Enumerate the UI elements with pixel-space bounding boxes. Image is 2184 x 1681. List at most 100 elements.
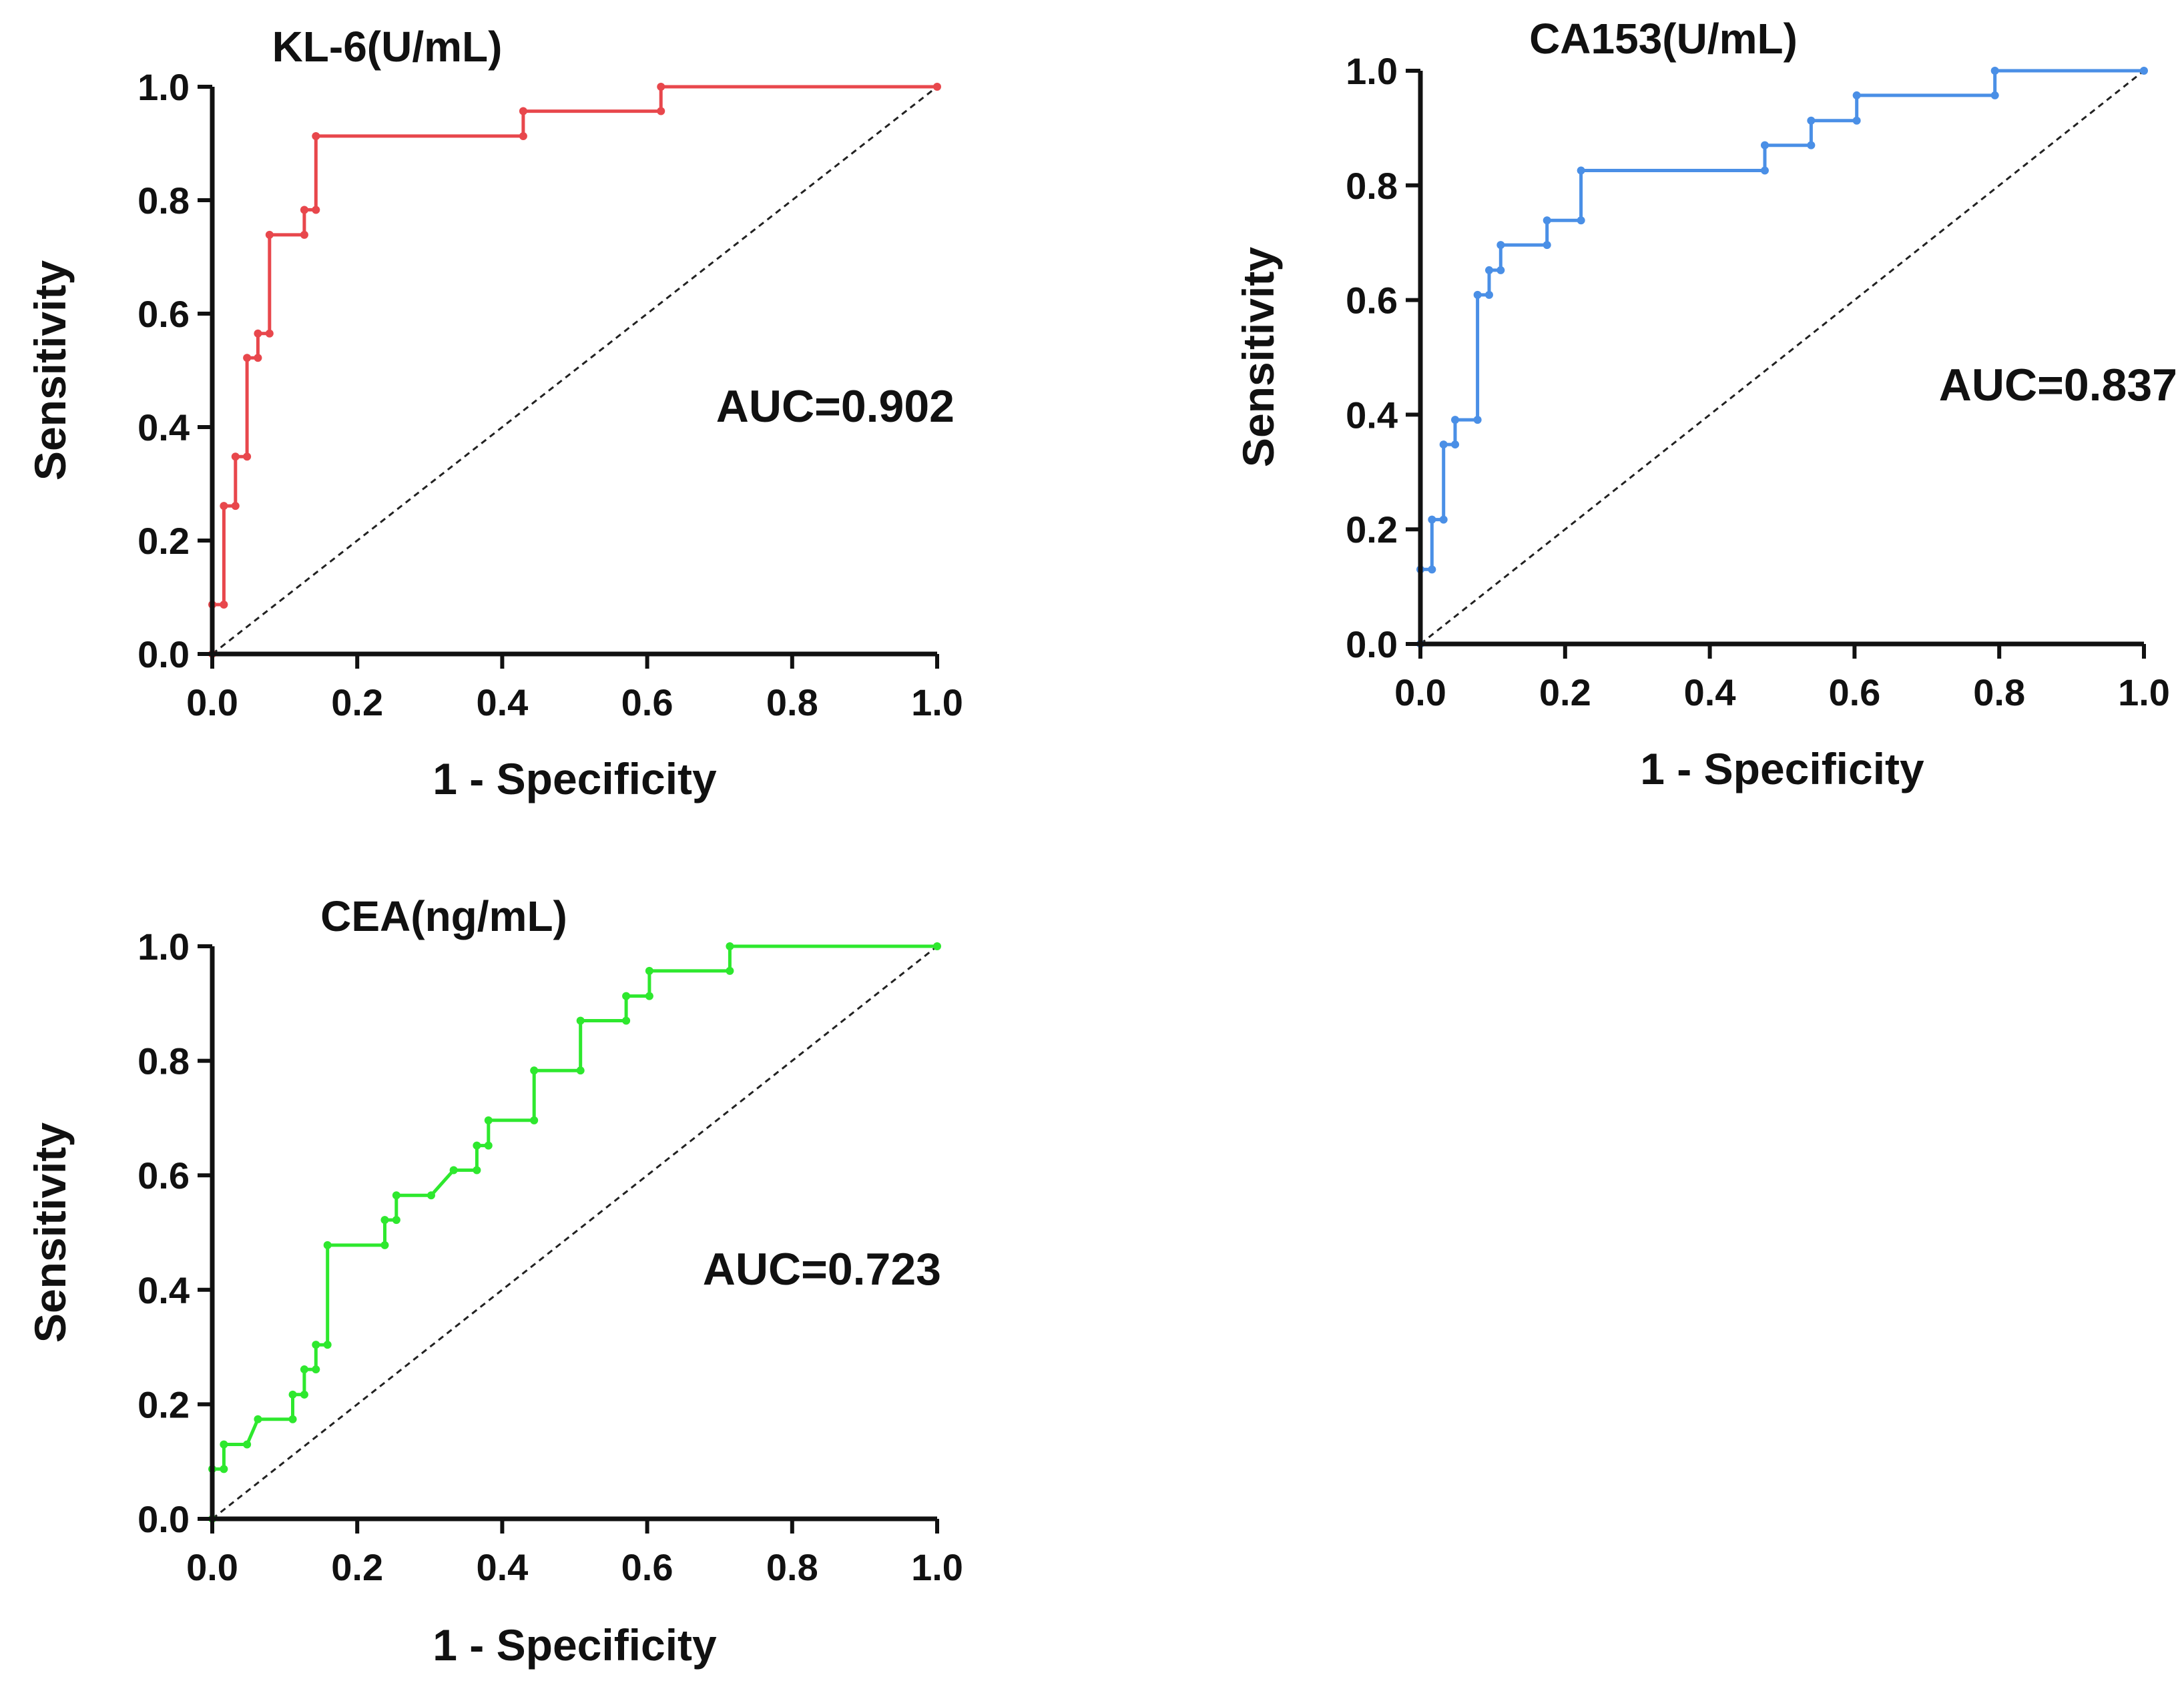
roc-point — [645, 966, 653, 975]
roc-series-group — [208, 942, 941, 1523]
roc-panel-kl6: KL-6(U/mL) 0.0 0.2 0.4 0.6 0.8 1.00.00.20.40.… — [25, 23, 963, 803]
roc-point — [657, 83, 665, 91]
x-tick-label: 0.6 — [621, 681, 673, 723]
roc-point — [265, 329, 274, 338]
y-tick-label: 0.0 — [1346, 623, 1398, 665]
roc-point — [645, 992, 653, 1000]
axis-ticks: 0.0 0.2 0.4 0.6 0.8 1.0 0.0 0.2 0.4 0.6 0.8 1.0 — [138, 926, 963, 1588]
roc-point — [473, 1166, 481, 1174]
roc-point — [1451, 440, 1460, 449]
roc-panel-cea: CEA(ng/mL) 0.0 0.2 0.4 0.6 0.8 1.00.00.20.40.… — [25, 892, 963, 1670]
roc-point — [312, 206, 320, 214]
roc-point — [231, 452, 240, 461]
roc-point — [1428, 515, 1436, 524]
roc-point — [473, 1141, 481, 1150]
roc-point — [300, 206, 308, 214]
roc-point — [1990, 67, 1999, 75]
y-tick-label: 0.6 — [138, 293, 190, 335]
y-axis-label: Sensitivity — [1234, 247, 1283, 467]
x-tick-label: 0.4 — [476, 681, 528, 723]
roc-point — [1807, 141, 1816, 149]
y-tick-label: 0.2 — [138, 1383, 190, 1425]
roc-point — [622, 1016, 631, 1025]
x-tick-label: 0.6 — [1828, 671, 1880, 713]
reference-diagonal-group — [212, 945, 938, 1520]
roc-point — [392, 1191, 400, 1200]
roc-point — [288, 1390, 297, 1399]
roc-point — [231, 502, 240, 511]
y-tick-label: 0.4 — [138, 1269, 190, 1311]
x-tick-label: 1.0 — [911, 681, 963, 723]
y-tick-label: 0.2 — [1346, 509, 1398, 551]
roc-point — [449, 1166, 458, 1174]
chart-title: CEA(ng/mL) — [320, 892, 567, 940]
roc-point — [288, 1415, 297, 1423]
roc-point — [2140, 67, 2148, 75]
y-tick-label: 1.0 — [1346, 50, 1398, 92]
roc-point — [1807, 116, 1816, 125]
y-tick-label: 0.4 — [138, 406, 190, 448]
x-tick-label: 0.0 — [186, 681, 238, 723]
roc-point — [312, 131, 320, 140]
roc-point — [1852, 91, 1861, 99]
auc-label: AUC=0.902 — [716, 381, 954, 432]
roc-point — [312, 1365, 320, 1374]
y-tick-label: 0.6 — [1346, 280, 1398, 322]
axis-ticks: 0.0 0.2 0.4 0.6 0.8 1.0 0.0 0.2 0.4 0.6 0.8 1.0 — [1346, 50, 2170, 713]
roc-panel-ca153: CA153(U/mL) 0.0 0.2 0.4 0.6 0.8 1.00.00.20.40… — [1234, 15, 2177, 793]
roc-point — [1577, 166, 1585, 175]
roc-point — [1484, 290, 1493, 299]
x-tick-label: 0.6 — [621, 1546, 673, 1588]
roc-point — [300, 1390, 308, 1399]
y-tick-label: 1.0 — [138, 66, 190, 108]
roc-point — [1428, 565, 1436, 574]
x-tick-label: 0.2 — [1539, 671, 1591, 713]
y-tick-label: 0.2 — [138, 520, 190, 562]
roc-point — [1484, 266, 1493, 274]
roc-point — [243, 452, 252, 461]
roc-point — [300, 1365, 308, 1374]
roc-point — [220, 502, 228, 511]
x-axis-label: 1 - Specificity — [433, 1620, 717, 1670]
roc-point — [380, 1241, 389, 1249]
roc-point — [933, 83, 941, 91]
roc-point — [622, 992, 631, 1000]
x-tick-label: 0.2 — [331, 1546, 383, 1588]
roc-point — [254, 354, 262, 362]
roc-point — [220, 1465, 228, 1473]
auc-label: AUC=0.837 — [1939, 360, 2177, 410]
axis-ticks: 0.0 0.2 0.4 0.6 0.8 1.0 0.0 0.2 0.4 0.6 0.8 1.0 — [138, 66, 963, 723]
roc-point — [1543, 241, 1551, 250]
roc-point — [657, 107, 665, 115]
y-tick-label: 1.0 — [138, 926, 190, 968]
roc-point — [484, 1116, 493, 1124]
x-tick-label: 0.4 — [1684, 671, 1736, 713]
roc-series-group — [208, 83, 941, 658]
roc-point — [1543, 216, 1551, 225]
y-tick-label: 0.6 — [138, 1154, 190, 1197]
roc-point — [530, 1116, 539, 1124]
x-tick-label: 0.8 — [766, 681, 818, 723]
roc-point — [484, 1141, 493, 1150]
roc-point — [1760, 166, 1769, 175]
x-tick-label: 0.2 — [331, 681, 383, 723]
x-axis-label: 1 - Specificity — [1640, 744, 1924, 793]
roc-point — [576, 1066, 585, 1075]
roc-point — [1577, 216, 1585, 225]
roc-point — [300, 230, 308, 239]
roc-point — [1473, 290, 1482, 299]
x-axis-label: 1 - Specificity — [433, 754, 717, 803]
x-tick-label: 0.0 — [186, 1546, 238, 1588]
y-tick-label: 0.8 — [1346, 165, 1398, 207]
roc-point — [519, 107, 527, 115]
roc-point — [1439, 515, 1448, 524]
roc-point — [243, 354, 252, 362]
chart-title: CA153(U/mL) — [1529, 15, 1798, 63]
roc-point — [726, 942, 734, 950]
roc-series-group — [1416, 67, 2148, 648]
x-tick-label: 1.0 — [2118, 671, 2170, 713]
roc-point — [1990, 91, 1999, 99]
x-tick-label: 0.8 — [1973, 671, 2025, 713]
y-tick-label: 0.8 — [138, 1040, 190, 1082]
